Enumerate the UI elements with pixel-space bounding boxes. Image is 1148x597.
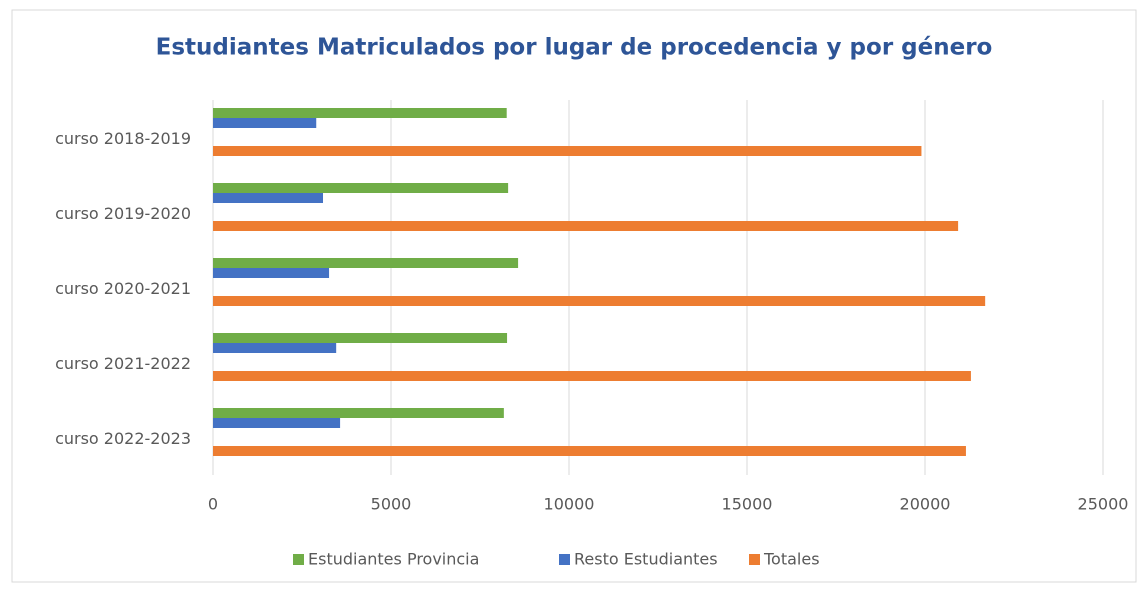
- x-tick-label: 20000: [900, 495, 951, 514]
- x-tick-label: 25000: [1078, 495, 1129, 514]
- y-tick-label: curso 2019-2020: [55, 204, 191, 223]
- legend-label: Estudiantes Provincia: [308, 550, 479, 569]
- x-tick-label: 5000: [371, 495, 412, 514]
- y-tick-label: curso 2022-2023: [55, 429, 191, 448]
- x-tick-label: 0: [208, 495, 218, 514]
- bar: [213, 296, 986, 306]
- bar: [213, 408, 504, 418]
- legend-swatch: [749, 554, 760, 565]
- x-tick-label: 15000: [722, 495, 773, 514]
- x-tick-label: 10000: [544, 495, 595, 514]
- bar: [213, 118, 317, 128]
- legend-swatch: [293, 554, 304, 565]
- bar: [213, 193, 324, 203]
- y-tick-label: curso 2021-2022: [55, 354, 191, 373]
- chart-title: Estudiantes Matriculados por lugar de pr…: [156, 35, 993, 61]
- bar: [213, 333, 508, 343]
- bar: [213, 418, 341, 428]
- bar: [213, 446, 966, 456]
- bar: [213, 108, 507, 118]
- bar: [213, 221, 959, 231]
- y-tick-label: curso 2018-2019: [55, 129, 191, 148]
- bar: [213, 371, 971, 381]
- bar: [213, 343, 337, 353]
- bar: [213, 146, 922, 156]
- bar: [213, 258, 519, 268]
- y-tick-label: curso 2020-2021: [55, 279, 191, 298]
- legend-label: Resto Estudiantes: [574, 550, 718, 569]
- bar: [213, 268, 330, 278]
- legend-swatch: [559, 554, 570, 565]
- bar: [213, 183, 509, 193]
- legend-label: Totales: [763, 550, 820, 569]
